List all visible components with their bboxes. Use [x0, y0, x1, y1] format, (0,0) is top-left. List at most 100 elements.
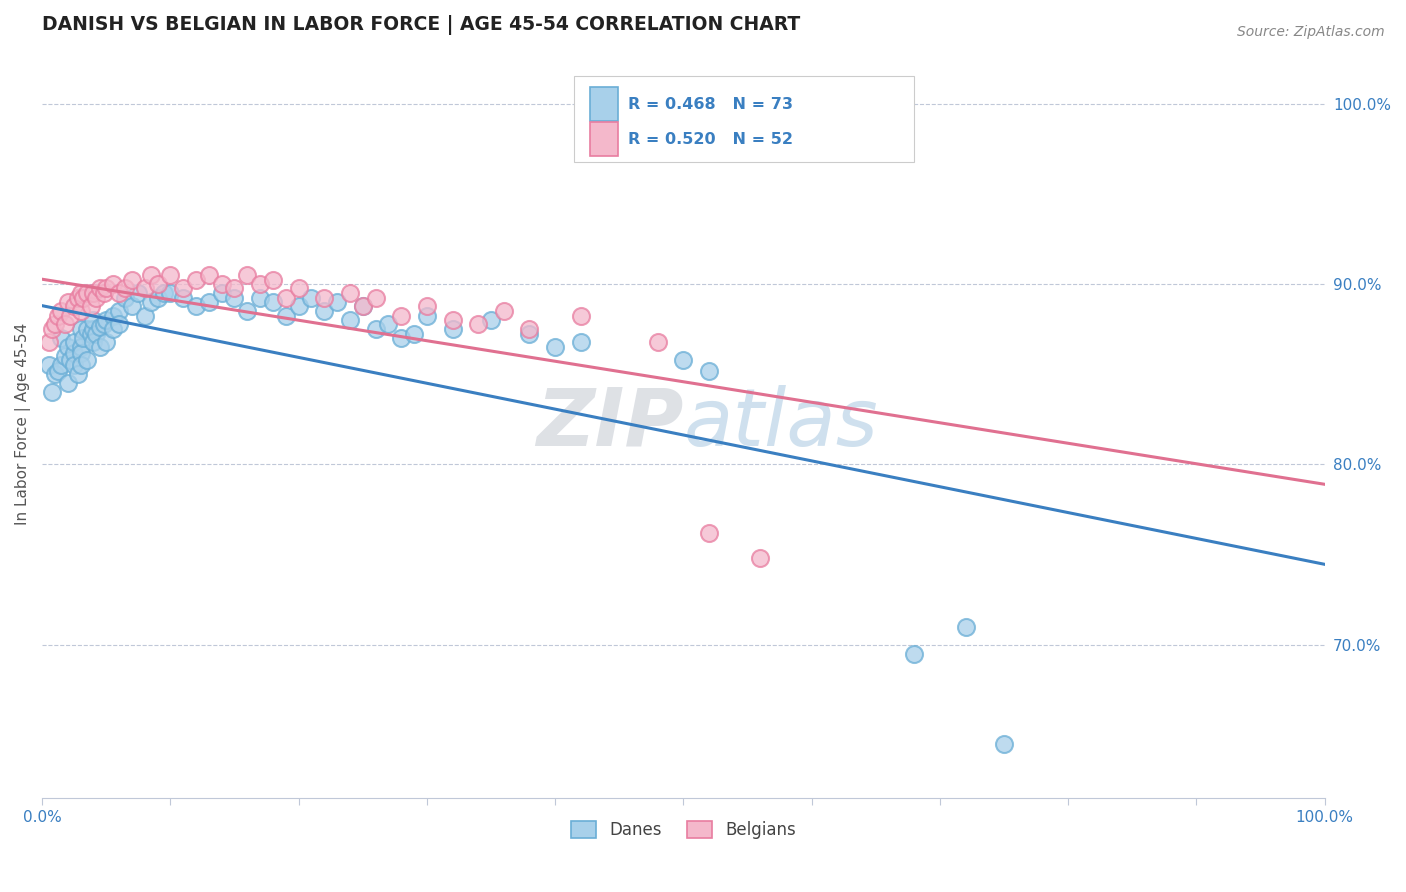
Text: DANISH VS BELGIAN IN LABOR FORCE | AGE 45-54 CORRELATION CHART: DANISH VS BELGIAN IN LABOR FORCE | AGE 4…	[42, 15, 800, 35]
Point	[46, 363, 69, 377]
Bar	[589, 122, 619, 156]
Point	[96, 280, 118, 294]
Point	[159, 268, 181, 282]
Point	[80, 327, 103, 342]
Point	[569, 334, 592, 349]
Point	[108, 285, 131, 300]
Point	[80, 299, 103, 313]
Point	[134, 310, 156, 324]
Point	[441, 313, 464, 327]
FancyBboxPatch shape	[575, 76, 914, 161]
Point	[697, 363, 720, 377]
Point	[569, 310, 592, 324]
Point	[89, 340, 111, 354]
Point	[249, 277, 271, 291]
Point	[96, 334, 118, 349]
Point	[184, 273, 207, 287]
Point	[364, 322, 387, 336]
Point	[66, 292, 89, 306]
Point	[84, 327, 107, 342]
Point	[66, 367, 89, 381]
Y-axis label: In Labor Force | Age 45-54: In Labor Force | Age 45-54	[15, 323, 31, 524]
Point	[467, 317, 489, 331]
Point	[389, 310, 412, 324]
Point	[44, 367, 66, 381]
Point	[153, 285, 176, 300]
Point	[339, 285, 361, 300]
Point	[56, 340, 79, 354]
Point	[172, 292, 194, 306]
Point	[121, 273, 143, 287]
Point	[326, 295, 349, 310]
Point	[262, 295, 284, 310]
Point	[364, 292, 387, 306]
Point	[139, 268, 162, 282]
Point	[492, 304, 515, 318]
Point	[56, 376, 79, 391]
Point	[519, 327, 541, 342]
Point	[41, 385, 63, 400]
Point	[51, 331, 73, 345]
Point	[93, 285, 115, 300]
Point	[59, 352, 82, 367]
Point	[53, 349, 76, 363]
Point	[389, 331, 412, 345]
Point	[41, 322, 63, 336]
Point	[108, 304, 131, 318]
Point	[236, 268, 259, 282]
Point	[134, 280, 156, 294]
Point	[63, 345, 86, 359]
Point	[69, 304, 91, 318]
Text: ZIP: ZIP	[536, 384, 683, 463]
Point	[314, 292, 336, 306]
Point	[121, 299, 143, 313]
Point	[377, 317, 399, 331]
Legend: Danes, Belgians: Danes, Belgians	[564, 814, 803, 846]
Point	[38, 358, 60, 372]
Point	[198, 268, 221, 282]
Point	[89, 320, 111, 334]
Point	[69, 340, 91, 354]
Point	[249, 292, 271, 306]
Point	[198, 295, 221, 310]
Point	[301, 292, 323, 306]
Point	[46, 310, 69, 324]
Point	[993, 737, 1015, 751]
Point	[51, 304, 73, 318]
Point	[72, 292, 94, 306]
Point	[955, 620, 977, 634]
Point	[127, 285, 149, 300]
Point	[82, 322, 104, 336]
Point	[76, 352, 98, 367]
Point	[146, 277, 169, 291]
Text: atlas: atlas	[683, 384, 879, 463]
Point	[224, 280, 246, 294]
Point	[274, 292, 297, 306]
Point	[114, 292, 136, 306]
Point	[441, 322, 464, 336]
Point	[544, 340, 567, 354]
Text: R = 0.468   N = 73: R = 0.468 N = 73	[628, 96, 793, 112]
Point	[749, 551, 772, 566]
Point	[63, 334, 86, 349]
Point	[63, 299, 86, 313]
Point	[56, 295, 79, 310]
Point	[108, 317, 131, 331]
Point	[93, 317, 115, 331]
Point	[903, 647, 925, 661]
Point	[184, 299, 207, 313]
Point	[416, 310, 439, 324]
Point	[53, 317, 76, 331]
Point	[89, 280, 111, 294]
Point	[96, 313, 118, 327]
Point	[76, 322, 98, 336]
Point	[69, 345, 91, 359]
Point	[51, 358, 73, 372]
Point	[352, 299, 374, 313]
Point	[69, 322, 91, 336]
Point	[82, 313, 104, 327]
Point	[63, 358, 86, 372]
Point	[82, 334, 104, 349]
Text: R = 0.520   N = 52: R = 0.520 N = 52	[628, 132, 793, 147]
Point	[59, 310, 82, 324]
